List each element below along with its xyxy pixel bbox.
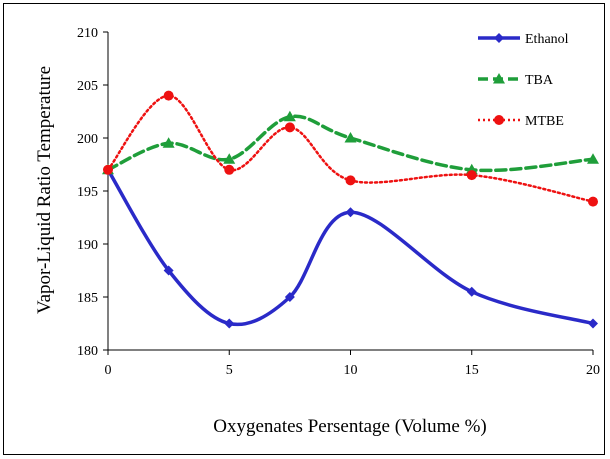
legend-item-mtbe: MTBE — [478, 114, 564, 129]
legend: Ethanol TBA MTBE — [478, 32, 569, 129]
x-tick-label: 10 — [344, 363, 358, 378]
series-line-mtbe — [106, 94, 595, 203]
data-point-ethanol — [284, 292, 295, 302]
y-axis-label: Vapor-Liquid Ratio Temperature — [34, 66, 55, 314]
data-point-mtbe — [224, 164, 235, 175]
legend-label-mtbe: MTBE — [525, 114, 564, 129]
series-line-ethanol — [106, 168, 595, 327]
chart-frame — [3, 3, 605, 455]
y-tick-label: 190 — [77, 238, 98, 253]
data-point-ethanol — [345, 207, 356, 218]
legend-label-ethanol: Ethanol — [525, 32, 569, 47]
y-tick-label: 185 — [77, 291, 98, 306]
legend-marker-tba — [493, 73, 505, 84]
data-point-mtbe — [588, 196, 598, 207]
series-line-tba — [106, 114, 595, 173]
y-tick-label: 200 — [77, 132, 98, 147]
y-tick-label: 205 — [77, 79, 98, 94]
x-tick-label: 15 — [465, 363, 479, 378]
data-point-mtbe — [466, 170, 477, 181]
series-layer — [102, 90, 599, 329]
legend-marker-ethanol — [494, 33, 504, 43]
x-tick-label: 5 — [226, 363, 233, 378]
data-point-ethanol — [466, 286, 477, 297]
axes: 180 185 190 195 200 205 210 0 5 10 15 20 — [77, 26, 600, 378]
y-tick-label: 180 — [77, 344, 98, 359]
data-point-ethanol — [224, 318, 235, 329]
data-point-tba — [344, 132, 357, 143]
data-point-ethanol — [163, 265, 174, 276]
legend-item-ethanol: Ethanol — [478, 32, 569, 47]
legend-marker-mtbe — [494, 115, 504, 125]
data-point-mtbe — [284, 122, 295, 133]
data-point-tba — [162, 137, 175, 148]
y-tick-label: 210 — [77, 26, 98, 41]
data-point-tba — [283, 110, 296, 122]
data-point-tba — [223, 153, 236, 164]
data-point-tba — [587, 153, 599, 164]
data-point-mtbe — [103, 164, 113, 175]
x-tick-label: 20 — [586, 363, 600, 378]
legend-item-tba: TBA — [478, 73, 554, 88]
data-point-mtbe — [345, 175, 356, 186]
series-mtbe — [103, 90, 598, 207]
x-axis-label: Oxygenates Persentage (Volume %) — [213, 416, 487, 437]
y-tick-label: 195 — [77, 185, 98, 200]
data-point-ethanol — [588, 318, 598, 329]
data-point-mtbe — [163, 90, 174, 101]
legend-label-tba: TBA — [525, 73, 554, 88]
series-ethanol — [103, 164, 598, 329]
x-tick-label: 0 — [105, 363, 112, 378]
